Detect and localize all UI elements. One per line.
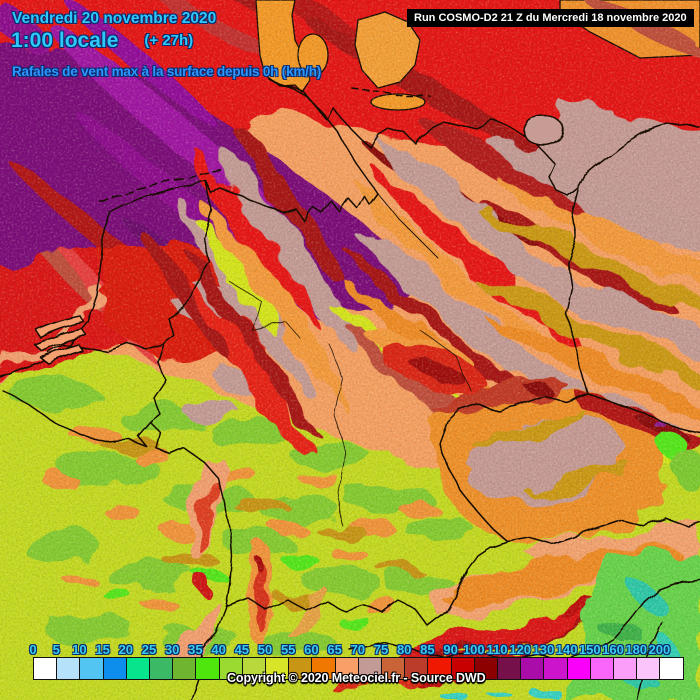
legend-color-box xyxy=(79,657,104,680)
legend-color-box xyxy=(566,657,591,680)
legend-tick-label: 55 xyxy=(280,642,296,657)
legend-color-box xyxy=(102,657,127,680)
legend-tick-label: 70 xyxy=(350,642,366,657)
legend-tick-label: 20 xyxy=(118,642,134,657)
legend-color-box xyxy=(659,657,684,680)
legend-tick-label: 0 xyxy=(29,642,37,657)
legend-tick-label: 140 xyxy=(555,642,578,657)
legend-tick-label: 30 xyxy=(164,642,180,657)
legend-tick-label: 85 xyxy=(420,642,435,657)
legend-tick-label: 75 xyxy=(373,642,389,657)
legend-color-box xyxy=(172,657,197,680)
valid-time-label: 1:00 locale xyxy=(11,29,119,52)
legend-color-box xyxy=(195,657,220,680)
legend-tick-label: 65 xyxy=(327,642,342,657)
legend-tick-label: 35 xyxy=(188,642,203,657)
legend-tick-label: 130 xyxy=(532,642,555,657)
country-borders xyxy=(0,79,700,700)
legend-tick-label: 60 xyxy=(304,642,319,657)
legend-tick-label: 160 xyxy=(602,642,624,657)
legend-tick-label: 100 xyxy=(462,642,485,657)
legend-tick-label: 110 xyxy=(486,642,508,657)
run-label: Run COSMO-D2 21 Z du Mercredi 18 novembr… xyxy=(407,9,694,27)
legend-tick-label: 5 xyxy=(52,642,60,657)
legend-color-box xyxy=(589,657,614,680)
legend-tick-label: 80 xyxy=(396,642,412,657)
valid-date: Vendredi 20 novembre 2020 xyxy=(12,10,217,27)
valid-time: 1:00 locale (+ 27h) xyxy=(11,29,193,53)
legend-tick-label: 15 xyxy=(95,642,110,657)
legend-color-box xyxy=(543,657,568,680)
wind-speed-legend: 0 5 10 15 20 25 30 35 40 45 50 55 60 65 70 75 80 85 90 100 1… xyxy=(0,642,700,684)
legend-color-box xyxy=(149,657,174,680)
legend-color-box xyxy=(33,657,58,680)
legend-color-box xyxy=(125,657,150,680)
legend-tick-label: 150 xyxy=(578,642,601,657)
map-subtitle: Rafales de vent max à la surface depuis … xyxy=(12,64,322,79)
legend-tick-label: 180 xyxy=(625,642,648,657)
legend-tick-label: 40 xyxy=(211,642,226,657)
legend-color-box xyxy=(520,657,545,680)
legend-color-box xyxy=(636,657,661,680)
legend-tick-label: 10 xyxy=(72,642,87,657)
legend-tick-label: 45 xyxy=(234,642,250,657)
legend-color-box xyxy=(497,657,522,680)
legend-tick-label: 25 xyxy=(141,642,157,657)
legend-color-box xyxy=(56,657,81,680)
legend-color-box xyxy=(613,657,638,680)
legend-tick-label: 120 xyxy=(509,642,532,657)
legend-tick-label: 90 xyxy=(443,642,458,657)
copyright: Copyright © 2020 Meteociel.fr - Source D… xyxy=(227,671,486,685)
legend-tick-label: 200 xyxy=(648,642,671,657)
forecast-offset: (+ 27h) xyxy=(144,32,194,49)
legend-tick-label: 50 xyxy=(257,642,273,657)
